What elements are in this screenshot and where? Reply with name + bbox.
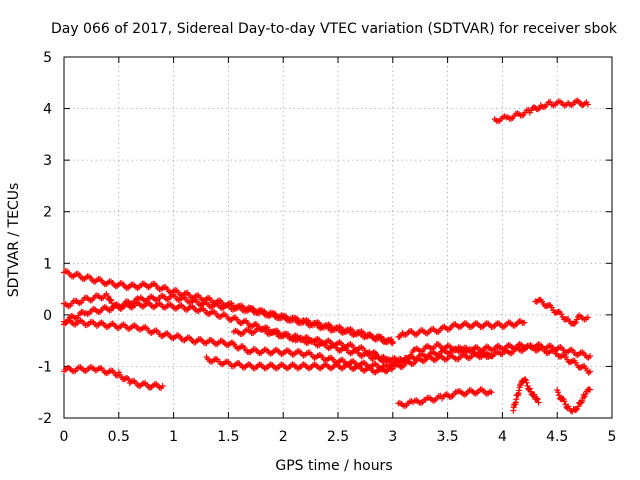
data-point — [389, 363, 396, 370]
x-tick-label: 4 — [498, 429, 507, 445]
data-point — [534, 396, 541, 403]
grid-layer — [64, 57, 612, 418]
data-point — [587, 368, 594, 375]
data-point — [389, 338, 396, 345]
marker-layer — [61, 97, 594, 415]
x-tick-label: 2 — [279, 429, 288, 445]
series-trace-9 — [395, 386, 495, 410]
series-trace-10 — [491, 97, 591, 125]
y-tick-label: 2 — [43, 205, 52, 221]
data-point — [535, 399, 542, 406]
data-point — [558, 311, 565, 318]
y-tick-label: -1 — [38, 359, 52, 375]
x-axis-label: GPS time / hours — [275, 458, 392, 474]
data-point — [587, 353, 594, 360]
tick-layer — [63, 56, 613, 419]
x-tick-label: 2.5 — [327, 429, 349, 445]
data-point — [575, 403, 582, 410]
x-tick-label: 0 — [60, 429, 69, 445]
data-point — [104, 293, 111, 300]
data-point — [572, 407, 579, 414]
data-point — [521, 319, 528, 326]
x-tick-label: 1.5 — [217, 429, 239, 445]
series-trace-7 — [395, 318, 528, 340]
y-tick-label: 5 — [43, 50, 52, 66]
data-point — [556, 392, 563, 399]
series-trace-5 — [230, 325, 495, 366]
series-trace-8 — [61, 364, 166, 392]
series-trace-12 — [510, 376, 542, 414]
x-tick-labels: 0 0.5 1 1.5 2 2.5 3 3.5 4 4.5 5 — [60, 429, 617, 445]
y-tick-label: 3 — [43, 153, 52, 169]
data-point — [117, 371, 124, 378]
data-point — [159, 383, 166, 390]
data-point — [543, 303, 550, 310]
y-tick-label: 4 — [43, 102, 52, 118]
series-trace-11 — [532, 296, 591, 327]
data-point — [573, 316, 580, 323]
data-point — [522, 376, 529, 383]
x-tick-label: 5 — [608, 429, 617, 445]
data-point — [584, 101, 591, 108]
data-point — [584, 314, 591, 321]
data-point — [124, 375, 131, 382]
data-point — [552, 309, 559, 316]
data-point — [114, 372, 121, 379]
data-point — [572, 319, 579, 326]
data-point — [408, 351, 415, 358]
data-point — [405, 355, 412, 362]
data-point — [548, 304, 555, 311]
data-point — [488, 353, 495, 360]
x-tick-label: 1 — [169, 429, 178, 445]
data-point — [531, 391, 538, 398]
y-tick-label: 1 — [43, 256, 52, 272]
data-point — [536, 105, 543, 112]
x-tick-label: 3.5 — [436, 429, 458, 445]
chart-title: Day 066 of 2017, Sidereal Day-to-day VTE… — [51, 21, 618, 37]
y-axis-label: SDTVAR / TECUs — [6, 183, 22, 298]
data-point — [535, 297, 542, 304]
data-point — [523, 379, 530, 386]
y-tick-label: 0 — [43, 308, 52, 324]
y-tick-labels: -2 -1 0 1 2 3 4 5 — [38, 50, 52, 427]
data-point — [107, 296, 114, 303]
data-point — [561, 398, 568, 405]
y-tick-label: -2 — [38, 411, 52, 427]
data-point — [535, 106, 542, 113]
data-point — [579, 398, 586, 405]
data-point — [582, 391, 589, 398]
x-tick-label: 4.5 — [546, 429, 568, 445]
data-point — [555, 389, 562, 396]
x-tick-label: 0.5 — [108, 429, 130, 445]
x-tick-label: 3 — [388, 429, 397, 445]
series-trace-6 — [203, 354, 396, 376]
data-point — [587, 386, 594, 393]
series-trace-4 — [61, 317, 594, 373]
data-point — [533, 395, 540, 402]
data-point — [488, 389, 495, 396]
data-point — [237, 344, 244, 351]
series-trace-13 — [554, 386, 594, 415]
data-point — [562, 316, 569, 323]
data-point — [526, 385, 533, 392]
